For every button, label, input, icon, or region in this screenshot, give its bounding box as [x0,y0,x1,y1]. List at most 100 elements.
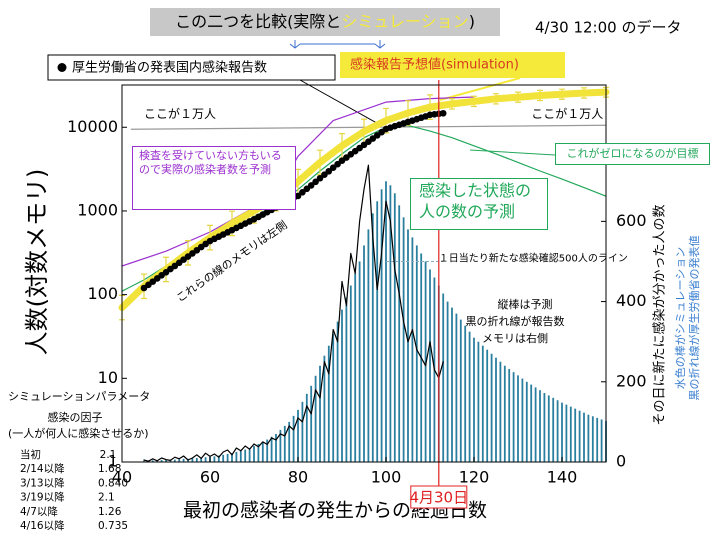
bar [429,269,431,462]
bar [310,385,313,462]
y-tick-label: 1 [108,452,118,471]
bar [217,455,220,462]
bar [283,425,286,462]
title-part: シミュレーション [341,12,468,31]
y2-tick-label: 400 [616,291,647,310]
bar [332,333,335,462]
bar [468,331,471,462]
bar [253,445,255,462]
bar [389,185,392,462]
bar [534,387,537,462]
bar [539,390,541,462]
bar [473,337,475,462]
bar [244,449,247,462]
legend-marker [57,63,67,72]
connector [439,77,521,101]
bar [556,400,559,462]
y2-axis-title: その日に新たに感染が分かった人の数 [652,204,668,425]
title-part: ) [469,12,475,31]
bar [178,459,181,462]
x-tick-label: 60 [200,468,220,487]
point [439,109,447,117]
bar [173,459,176,462]
bar [552,397,555,462]
param-label: 3/13以降 [20,476,65,489]
legend-label: 感染報告予想値(simulation) [350,57,519,73]
series-box: 感染した状態の人の数の予測 [410,178,548,230]
bar [143,460,145,462]
bar [455,313,458,462]
annotation: (一人が何人に感染させるか) [8,426,149,440]
bar [517,375,519,462]
bar [486,349,489,462]
bar [451,307,453,462]
bar [481,345,484,462]
param-value: 0.840 [98,477,128,489]
bar [345,297,348,462]
point [294,192,302,200]
chart-title: この二つを比較(実際とシミュレーション) [175,12,475,31]
bar [508,368,511,462]
bar [385,181,387,463]
bar [213,456,216,462]
bar [191,458,194,462]
y-axis-title: 人数(対数メモリ) [23,169,51,356]
bar [380,189,383,462]
bar [319,365,321,462]
bar [323,355,326,462]
param-label: 3/19以降 [20,491,65,504]
bar [578,410,581,462]
x-tick-label: 140 [547,468,578,487]
bar [292,415,295,462]
bar [367,229,370,462]
bar [411,237,414,462]
bar [165,459,167,462]
param-label: 4/7以降 [20,505,58,518]
bar [376,201,379,462]
bar [547,395,550,462]
bar [204,457,207,462]
bar [222,454,225,462]
bar [341,309,343,462]
bar [200,457,203,462]
param-value: 2.1 [100,449,117,461]
point [325,167,333,175]
bar [503,365,506,462]
bar [446,301,449,462]
param-label: 当初 [20,448,41,461]
param-label: 4/16以降 [20,519,65,532]
bar [459,319,462,462]
bar [371,213,374,462]
bar [266,439,269,462]
legend-box [340,52,565,78]
point [334,160,341,168]
bar [521,378,524,462]
param-value: 2.1 [98,492,115,504]
bar [363,245,365,462]
y-tick-label: 10000 [67,117,118,136]
bar [275,433,277,462]
reference-label: ここが１万人 [144,106,216,121]
param-value: 1.26 [98,506,122,518]
bar [288,421,291,462]
bar [160,459,163,462]
bar [358,261,361,462]
y2-tick-label: 600 [616,211,647,230]
bar [525,381,528,462]
x-tick-label: 40 [112,468,132,487]
legend-box [47,54,336,81]
bar [512,372,515,462]
bar [349,285,352,462]
param-label: 2/14以降 [20,462,65,475]
reference-label: １日当たり新たな感染確認500人のライン [439,251,628,264]
goal-box: これがゼロになるのが目標 [555,143,710,165]
annotation: 黒の折れ線が報告数 [466,314,565,328]
bar [596,417,599,462]
bar [393,193,396,462]
series-box: 検査を受けていない方もいるので実際の感染者数を予測 [132,146,296,210]
bar [583,412,585,462]
bar [442,293,445,462]
bar [574,408,577,462]
